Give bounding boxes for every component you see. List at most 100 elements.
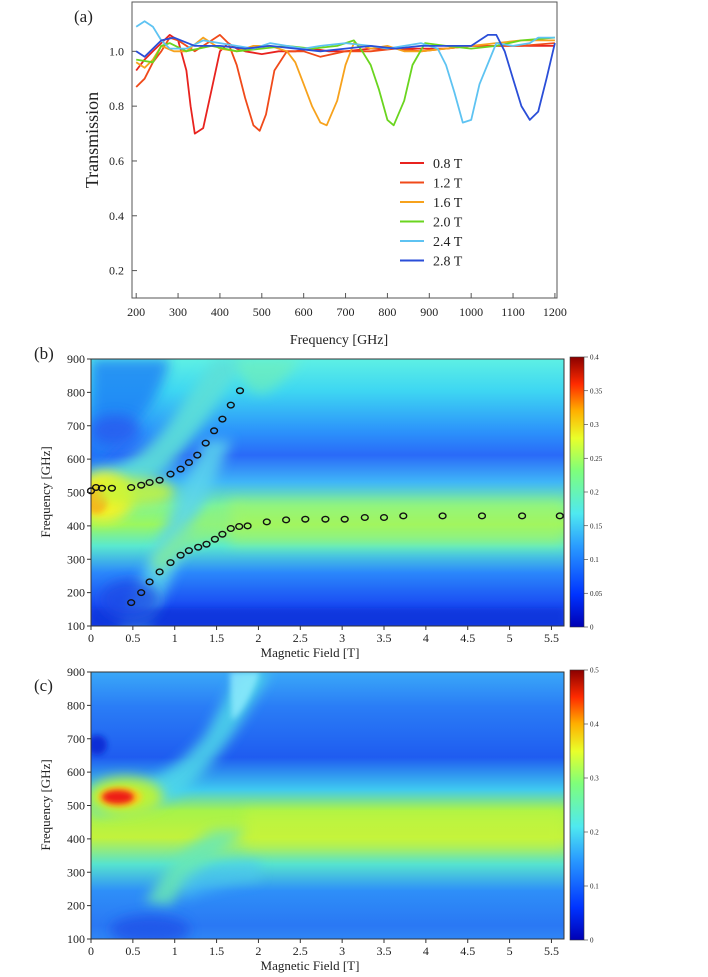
marker-lower bbox=[145, 578, 154, 586]
x-tick-label: 1000 bbox=[459, 305, 483, 319]
y-tick-label: 200 bbox=[67, 899, 85, 913]
panel-c-heatmap bbox=[91, 672, 564, 939]
x-tick-label: 1200 bbox=[543, 305, 567, 319]
legend-label: 2.4 T bbox=[433, 235, 463, 250]
colorbar-tick-label: 0 bbox=[590, 624, 594, 632]
series-line-2-4-T bbox=[135, 20, 555, 124]
x-tick-label: 300 bbox=[169, 305, 187, 319]
x-tick-label: 2.5 bbox=[293, 631, 308, 645]
x-tick-label: 1100 bbox=[501, 305, 525, 319]
marker-upper bbox=[166, 470, 175, 478]
marker-lower bbox=[243, 522, 252, 530]
series-line-1-6-T bbox=[135, 36, 555, 127]
legend-label: 0.8 T bbox=[433, 157, 463, 172]
colorbar-tick-label: 0.4 bbox=[590, 354, 599, 362]
panel-b-colorbar-ticks: 0 0.05 0.1 0.15 0.2 0.25 0.3 0.35 0.4 bbox=[584, 354, 603, 632]
panel-c-label: (c) bbox=[34, 676, 53, 695]
series-line-0-8-T bbox=[135, 34, 555, 135]
colorbar-tick-label: 0.15 bbox=[590, 522, 603, 530]
marker-lower bbox=[360, 514, 369, 522]
panel-a-x-axis-label: Frequency [GHz] bbox=[290, 333, 388, 348]
marker-upper bbox=[218, 415, 227, 423]
colorbar-tick-label: 0.25 bbox=[590, 455, 603, 463]
y-tick-label: 0.6 bbox=[109, 154, 124, 168]
x-tick-label: 900 bbox=[420, 305, 438, 319]
y-tick-label: 1.0 bbox=[109, 44, 124, 58]
y-tick-label: 900 bbox=[67, 352, 85, 366]
marker-upper bbox=[107, 484, 117, 492]
y-tick-label: 800 bbox=[67, 698, 85, 712]
marker-upper bbox=[226, 401, 235, 409]
x-tick-label: 5.5 bbox=[544, 944, 559, 958]
marker-upper bbox=[137, 481, 146, 489]
y-tick-label: 0.4 bbox=[109, 209, 124, 223]
x-tick-label: 5 bbox=[507, 944, 513, 958]
panel-a-series-lines bbox=[135, 20, 556, 135]
marker-lower bbox=[399, 512, 408, 520]
marker-lower bbox=[137, 589, 146, 597]
marker-lower bbox=[282, 516, 291, 524]
marker-upper bbox=[193, 451, 202, 459]
marker-upper bbox=[210, 427, 219, 435]
marker-lower bbox=[517, 512, 527, 520]
panel-a-legend: 0.8 T 1.2 T 1.6 T 2.0 T 2.4 T 2.8 T bbox=[400, 157, 463, 270]
marker-lower bbox=[166, 559, 175, 567]
marker-lower bbox=[321, 515, 330, 523]
x-tick-label: 5.5 bbox=[544, 631, 559, 645]
marker-lower bbox=[438, 512, 447, 520]
colorbar-tick-label: 0.3 bbox=[590, 421, 599, 429]
x-tick-label: 600 bbox=[295, 305, 313, 319]
x-tick-label: 400 bbox=[211, 305, 229, 319]
x-tick-label: 1 bbox=[172, 944, 178, 958]
x-tick-label: 1.5 bbox=[209, 944, 224, 958]
panel-a-x-axis: 200 300 400 500 600 700 800 900 1000 1100 1200 bbox=[127, 293, 567, 319]
y-tick-label: 100 bbox=[67, 932, 85, 946]
x-tick-label: 800 bbox=[378, 305, 396, 319]
marker-lower bbox=[155, 568, 164, 576]
x-tick-label: 0 bbox=[88, 944, 94, 958]
x-tick-label: 3.5 bbox=[377, 944, 392, 958]
panel-b-markers bbox=[86, 387, 564, 607]
x-tick-label: 3 bbox=[339, 631, 345, 645]
marker-upper bbox=[97, 484, 107, 492]
panel-c: (c) 100 200 300 400 500 600 700 800 900 0 0.5 1 1.5… bbox=[34, 665, 599, 973]
marker-lower bbox=[235, 523, 244, 531]
x-tick-label: 200 bbox=[127, 305, 145, 319]
panel-c-x-axis-label: Magnetic Field [T] bbox=[261, 958, 360, 973]
legend-label: 2.8 T bbox=[433, 255, 463, 270]
marker-lower bbox=[226, 525, 235, 533]
marker-lower bbox=[218, 530, 227, 538]
y-tick-label: 300 bbox=[67, 552, 85, 566]
colorbar-tick-label: 0.1 bbox=[590, 556, 599, 564]
colorbar-tick-label: 0.2 bbox=[590, 489, 599, 497]
marker-lower bbox=[379, 514, 389, 522]
y-tick-label: 0.8 bbox=[109, 99, 124, 113]
y-tick-label: 800 bbox=[67, 385, 85, 399]
x-tick-label: 5 bbox=[507, 631, 513, 645]
colorbar-tick-label: 0.4 bbox=[590, 721, 599, 729]
legend-label: 2.0 T bbox=[433, 216, 463, 231]
marker-lower bbox=[184, 547, 194, 555]
colorbar-tick-label: 0.35 bbox=[590, 387, 603, 395]
panel-a-y-axis-label: Transmission bbox=[82, 92, 102, 188]
panel-b-colorbar bbox=[569, 356, 585, 628]
panel-c-colorbar bbox=[569, 669, 585, 941]
x-tick-label: 0 bbox=[88, 631, 94, 645]
marker-lower bbox=[194, 543, 203, 551]
panel-c-x-axis: 0 0.5 1 1.5 2 2.5 3 3.5 4 4.5 5 5.5 bbox=[88, 939, 559, 958]
x-tick-label: 500 bbox=[253, 305, 271, 319]
y-tick-label: 500 bbox=[67, 486, 85, 500]
marker-upper bbox=[201, 439, 210, 447]
marker-lower bbox=[176, 551, 185, 559]
marker-lower bbox=[301, 515, 310, 523]
y-tick-label: 100 bbox=[67, 619, 85, 633]
panel-c-y-axis: 100 200 300 400 500 600 700 800 900 bbox=[67, 665, 91, 946]
x-tick-label: 0.5 bbox=[125, 944, 140, 958]
panel-a-label: (a) bbox=[74, 7, 93, 26]
x-tick-label: 4 bbox=[423, 631, 429, 645]
x-tick-label: 4 bbox=[423, 944, 429, 958]
y-tick-label: 600 bbox=[67, 452, 85, 466]
panel-c-colorbar-ticks: 0 0.1 0.2 0.3 0.4 0.5 bbox=[584, 667, 599, 945]
